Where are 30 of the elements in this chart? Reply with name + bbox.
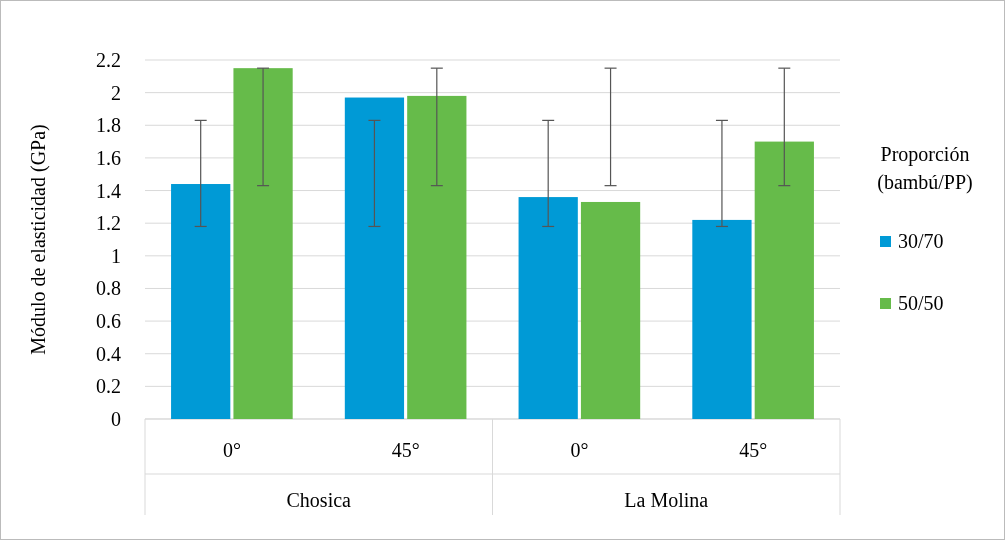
x-tick-label: 0° bbox=[570, 439, 589, 461]
y-tick-label: 1.4 bbox=[96, 179, 121, 202]
y-tick-label: 0 bbox=[111, 408, 121, 430]
bar bbox=[518, 197, 578, 419]
bar bbox=[580, 201, 641, 419]
text: Chosica bbox=[286, 489, 352, 511]
y-tick-label: 1.6 bbox=[96, 146, 121, 169]
y-tick-label: 1.8 bbox=[96, 114, 121, 137]
y-tick-label: 2 bbox=[111, 81, 121, 104]
bar bbox=[344, 97, 405, 419]
y-axis-title: Módulo de elasticidad (GPa) bbox=[27, 124, 50, 355]
legend-label: 50/50 bbox=[898, 292, 944, 314]
y-tick-label: 0.4 bbox=[96, 342, 121, 365]
y-tick-label: 0.6 bbox=[96, 310, 121, 333]
text: La Molina bbox=[624, 489, 709, 511]
x-tick-label: 45° bbox=[739, 439, 768, 461]
x-tick-label: 45° bbox=[391, 439, 420, 461]
y-tick-label: 1.2 bbox=[96, 212, 121, 235]
legend-title: Proporción (bambú/PP) bbox=[877, 143, 973, 194]
bar bbox=[233, 68, 293, 419]
y-tick-label: 2.2 bbox=[96, 49, 121, 71]
bar bbox=[692, 219, 752, 419]
legend-label: 30/70 bbox=[898, 230, 944, 252]
bar bbox=[407, 95, 467, 419]
y-tick-label: 0.2 bbox=[96, 375, 121, 398]
x-tick-label: 0° bbox=[222, 439, 241, 461]
bar bbox=[171, 184, 231, 419]
y-tick-label: 0.8 bbox=[96, 277, 121, 300]
y-tick-label: 1 bbox=[111, 244, 121, 267]
bar bbox=[754, 141, 814, 419]
